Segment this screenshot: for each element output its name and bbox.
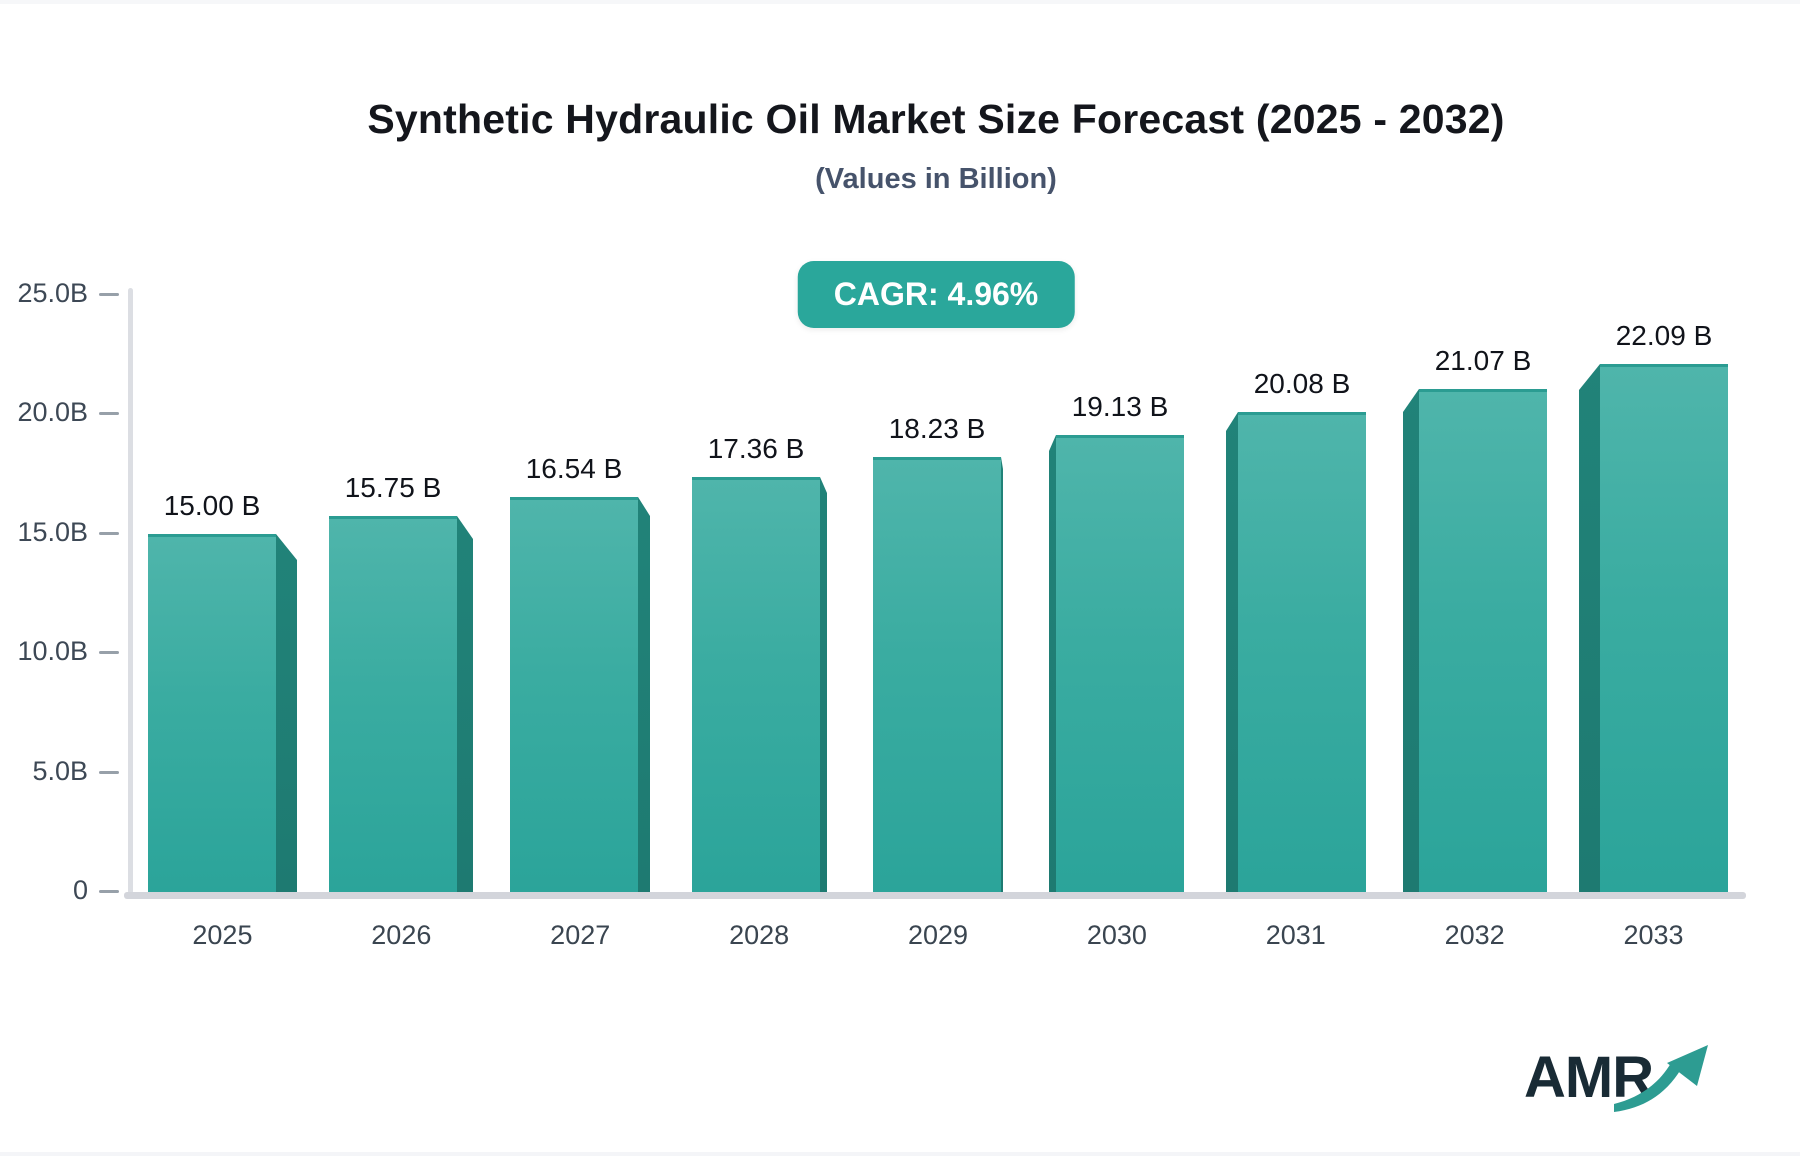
bar-2029 — [873, 457, 1003, 892]
bar-value-label: 18.23 B — [888, 413, 986, 444]
bar-2025 — [148, 534, 297, 892]
amr-logo: AMR — [1524, 1034, 1739, 1124]
bar-front-face — [1600, 364, 1728, 892]
y-axis-tick-label: 15.0B — [17, 516, 88, 547]
x-axis-line — [124, 892, 1746, 899]
bar-front-face — [329, 516, 457, 892]
bar-value-label: 15.75 B — [344, 472, 442, 503]
y-axis-tick-label: 10.0B — [17, 636, 88, 667]
y-axis-tick-label: 5.0B — [32, 755, 88, 786]
bar-2026 — [329, 516, 473, 892]
x-axis-label: 2025 — [192, 920, 253, 950]
bar-side-face — [457, 516, 473, 892]
bar-value-label: 15.00 B — [163, 490, 261, 521]
bar-value-label: 21.07 B — [1434, 345, 1532, 376]
x-axis-label: 2026 — [371, 920, 432, 950]
y-axis-tick-label: 25.0B — [17, 278, 88, 308]
bar-2030 — [1049, 435, 1184, 892]
bar-side-face — [820, 477, 827, 892]
chart-subtitle: (Values in Billion) — [815, 163, 1057, 195]
bar-value-label: 19.13 B — [1071, 391, 1169, 422]
bar-side-face — [1226, 412, 1238, 892]
y-axis-tick-mark — [99, 531, 119, 535]
bar-front-face — [1419, 389, 1547, 892]
y-axis-line — [128, 288, 133, 894]
y-axis-tick-mark — [99, 412, 119, 416]
bar-value-label: 16.54 B — [525, 453, 623, 484]
y-axis-tick-label: 0 — [72, 875, 88, 905]
y-axis-tick-mark — [99, 770, 119, 774]
bar-front-face — [873, 457, 1001, 892]
x-axis-label: 2030 — [1086, 920, 1147, 950]
bar-front-face — [692, 477, 820, 892]
plot-area: 25.0B 20.0B 15.0B 10.0B 5.0B 0 15.00 B 2025 15.7… — [0, 4, 1800, 1152]
bar-value-label: 20.08 B — [1253, 368, 1351, 399]
bar-front-face — [1056, 435, 1184, 892]
bar-side-face — [1049, 435, 1056, 892]
x-axis-label: 2028 — [729, 920, 790, 950]
bar-value-label: 22.09 B — [1615, 320, 1713, 351]
bar-side-face — [1579, 364, 1600, 892]
y-axis-tick-label: 20.0B — [17, 397, 88, 428]
bar-front-face — [1238, 412, 1366, 892]
chart-title: Synthetic Hydraulic Oil Market Size Fore… — [367, 96, 1505, 142]
y-axis-tick-mark — [99, 890, 119, 893]
cagr-badge: CAGR: 4.96% — [797, 261, 1075, 328]
bar-side-face — [276, 534, 297, 892]
bar-2027 — [510, 497, 650, 892]
x-axis-label: 2033 — [1623, 920, 1684, 950]
bar-side-face — [1403, 389, 1419, 892]
chart-header: Synthetic Hydraulic Oil Market Size Fore… — [72, 96, 1800, 196]
bar-2031 — [1226, 412, 1366, 892]
bar-front-face — [510, 497, 638, 892]
x-axis-label: 2027 — [550, 920, 611, 950]
y-axis-tick-mark — [99, 651, 119, 655]
bar-2033 — [1579, 364, 1728, 892]
bar-2028 — [692, 477, 827, 892]
bar-side-face — [1001, 457, 1003, 892]
x-axis-label: 2029 — [907, 920, 969, 950]
bar-value-label: 17.36 B — [707, 433, 805, 464]
x-axis-label: 2031 — [1265, 920, 1326, 950]
bar-2032 — [1403, 389, 1547, 892]
bar-front-face — [148, 534, 276, 892]
growth-arrow-icon — [1614, 1045, 1708, 1112]
x-axis-label: 2032 — [1444, 920, 1505, 950]
y-axis-tick-mark — [99, 293, 119, 296]
bar-side-face — [638, 497, 650, 892]
